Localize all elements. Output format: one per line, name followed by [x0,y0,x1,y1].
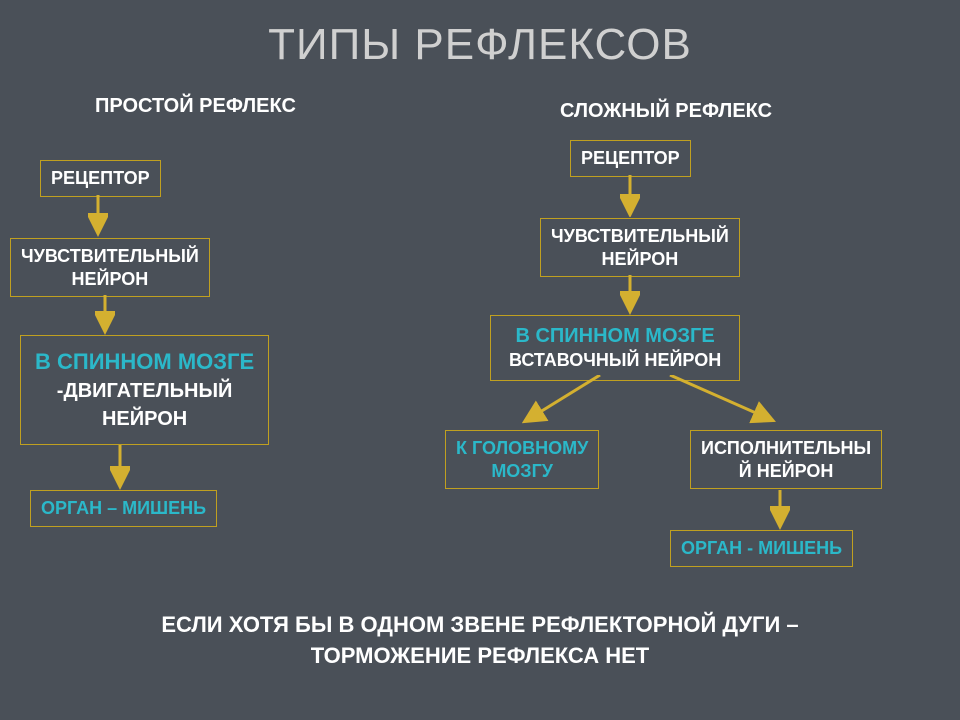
left-box-spinal-l1: В СПИННОМ МОЗГЕ [35,349,254,374]
arrow-r-split-left [520,375,610,430]
main-title: ТИПЫ РЕФЛЕКСОВ [0,0,960,70]
arrow-r-split-right [660,375,780,430]
right-box-executive: ИСПОЛНИТЕЛЬНЫ Й НЕЙРОН [690,430,882,489]
right-box-brain-l2: МОЗГУ [491,461,553,481]
right-box-sensory-l2: НЕЙРОН [602,249,679,269]
right-box-spinal-l1: В СПИННОМ МОЗГЕ [515,325,714,347]
right-box-sensory: ЧУВСТВИТЕЛЬНЫЙ НЕЙРОН [540,218,740,277]
right-box-executive-l1: ИСПОЛНИТЕЛЬНЫ [701,438,871,458]
arrow-r4 [770,490,790,530]
right-box-spinal: В СПИННОМ МОЗГЕ ВСТАВОЧНЫЙ НЕЙРОН [490,315,740,381]
right-box-spinal-l2: ВСТАВОЧНЫЙ НЕЙРОН [509,350,721,370]
left-box-organ: ОРГАН – МИШЕНЬ [30,490,217,527]
left-subtitle: ПРОСТОЙ РЕФЛЕКС [95,95,296,118]
bottom-note-l1: ЕСЛИ ХОТЯ БЫ В ОДНОМ ЗВЕНЕ РЕФЛЕКТОРНОЙ … [161,612,798,637]
left-box-organ-label: ОРГАН – МИШЕНЬ [41,498,206,518]
right-box-receptor: РЕЦЕПТОР [570,140,691,177]
arrow-l1 [88,195,108,237]
bottom-note-l2: ТОРМОЖЕНИЕ РЕФЛЕКСА НЕТ [311,643,649,668]
arrow-l3 [110,445,130,490]
left-box-spinal-l3: НЕЙРОН [102,408,187,430]
bottom-note: ЕСЛИ ХОТЯ БЫ В ОДНОМ ЗВЕНЕ РЕФЛЕКТОРНОЙ … [0,610,960,672]
right-box-brain-l1: К ГОЛОВНОМУ [456,438,588,458]
left-box-spinal: В СПИННОМ МОЗГЕ -ДВИГАТЕЛЬНЫЙ НЕЙРОН [20,335,269,445]
right-box-brain: К ГОЛОВНОМУ МОЗГУ [445,430,599,489]
right-box-organ: ОРГАН - МИШЕНЬ [670,530,853,567]
left-box-receptor-label: РЕЦЕПТОР [51,168,150,188]
arrow-r1 [620,175,640,217]
right-subtitle: СЛОЖНЫЙ РЕФЛЕКС [560,100,772,123]
right-box-receptor-label: РЕЦЕПТОР [581,148,680,168]
right-box-sensory-l1: ЧУВСТВИТЕЛЬНЫЙ [551,226,729,246]
left-box-sensory-l2: НЕЙРОН [72,269,149,289]
left-box-spinal-l2: -ДВИГАТЕЛЬНЫЙ [57,380,233,402]
arrow-l2 [95,295,115,335]
right-box-executive-l2: Й НЕЙРОН [739,461,834,481]
left-box-sensory-l1: ЧУВСТВИТЕЛЬНЫЙ [21,246,199,266]
arrow-r2 [620,275,640,315]
left-box-receptor: РЕЦЕПТОР [40,160,161,197]
right-box-organ-label: ОРГАН - МИШЕНЬ [681,538,842,558]
left-box-sensory: ЧУВСТВИТЕЛЬНЫЙ НЕЙРОН [10,238,210,297]
